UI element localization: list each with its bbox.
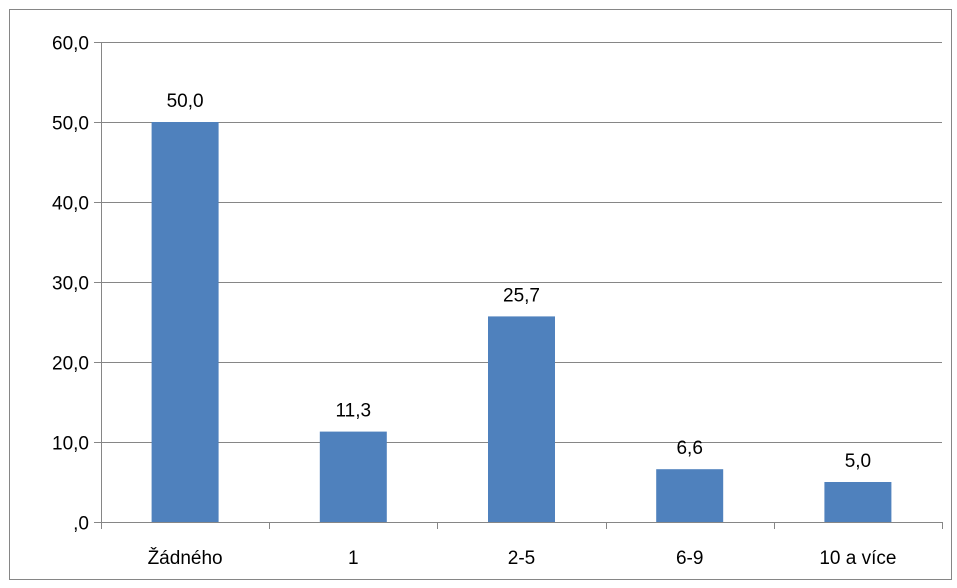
value-label: 5,0 xyxy=(845,451,871,472)
axes: ,0 10,0 20,0 30,0 40,0 50,0 60,0 Žádného 1 2-5 6-9… xyxy=(52,34,943,569)
x-tick-label: Žádného xyxy=(148,547,223,569)
y-tick-label: 60,0 xyxy=(52,34,89,55)
bar xyxy=(656,469,724,522)
bar xyxy=(824,482,892,522)
x-tick-label: 2-5 xyxy=(508,548,535,569)
x-tick-label: 1 xyxy=(348,548,359,569)
y-tick-label: 10,0 xyxy=(52,434,89,455)
y-tick-label: ,0 xyxy=(73,514,89,535)
y-tick-label: 40,0 xyxy=(52,194,89,215)
chart-border xyxy=(9,9,952,580)
y-tick-label: 50,0 xyxy=(52,114,89,135)
value-label: 11,3 xyxy=(336,401,372,422)
x-tick-label: 6-9 xyxy=(676,548,703,569)
value-label: 6,6 xyxy=(676,438,702,459)
bar xyxy=(488,316,555,522)
bar xyxy=(319,431,387,522)
gridlines xyxy=(101,42,942,443)
bars xyxy=(151,122,892,522)
x-tick-label: 10 a více xyxy=(819,548,896,569)
y-tick-label: 20,0 xyxy=(52,354,89,375)
y-tick-label: 30,0 xyxy=(52,274,89,295)
data-labels: 50,0 11,3 25,7 6,6 5,0 xyxy=(167,91,872,472)
value-label: 25,7 xyxy=(503,285,540,306)
value-label: 50,0 xyxy=(167,91,204,112)
bar xyxy=(151,122,219,522)
